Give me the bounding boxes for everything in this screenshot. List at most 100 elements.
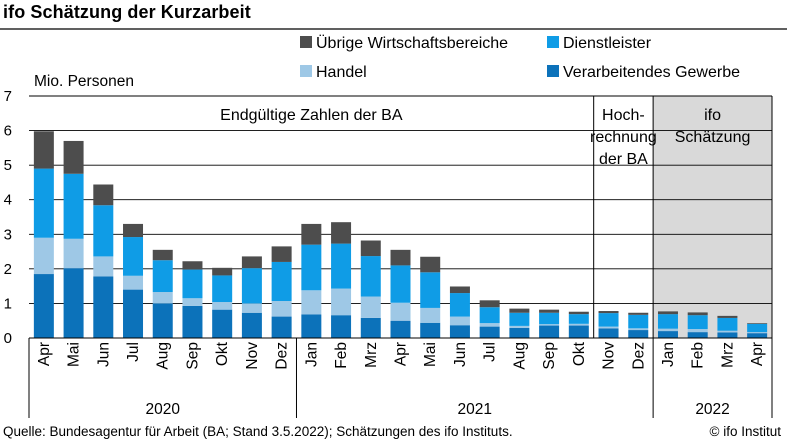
bar-segment — [271, 316, 292, 338]
x-tick-label: Mai — [422, 342, 439, 367]
x-tick-label: Apr — [36, 342, 53, 366]
legend-label: Verarbeitendes Gewerbe — [563, 64, 740, 81]
x-tick-label: Jul — [482, 342, 499, 362]
bar-segment — [331, 222, 352, 244]
y-tick-label: 4 — [4, 192, 12, 209]
year-label: 2022 — [695, 401, 729, 418]
bar-segment — [301, 290, 322, 315]
bar-segment — [182, 298, 203, 306]
bar-segment — [539, 312, 560, 325]
bar-segment — [509, 312, 530, 326]
labels-layer: 0 1 2 3 4 5 6 7 Mio. Personen 2020 2021 2022 Apr Mai J… — [4, 73, 766, 418]
x-tick-label: Feb — [333, 342, 350, 369]
bar-segment — [390, 320, 411, 338]
x-tick-label: Aug — [511, 342, 528, 370]
bar-segment — [271, 246, 292, 262]
bar-segment — [390, 302, 411, 321]
bar-segment — [687, 312, 708, 316]
bar-segment — [598, 326, 619, 329]
bar-segment — [747, 333, 768, 338]
bar-segment — [123, 289, 144, 338]
bar-segment — [420, 322, 441, 338]
bar-segment — [390, 249, 411, 266]
bar-segment — [539, 309, 560, 313]
bar-segment — [93, 205, 114, 257]
bar-segment — [598, 328, 619, 338]
x-tick-label: Dez — [274, 342, 291, 370]
bar-segment — [479, 307, 500, 324]
region-label: rechnung — [590, 129, 657, 146]
bar-segment — [628, 314, 649, 329]
bar-segment — [93, 184, 114, 206]
bar-segment — [63, 268, 84, 338]
bar-segment — [93, 276, 114, 338]
legend-swatch — [547, 65, 559, 77]
x-tick-label: Jan — [303, 342, 320, 367]
legend-swatch — [300, 65, 312, 77]
bar-segment — [420, 256, 441, 273]
bar-segment — [152, 292, 173, 304]
stacked-bar-chart: 0 1 2 3 4 5 6 7 Mio. Personen 2020 2021 2022 Apr Mai J… — [0, 28, 787, 418]
x-tick-label: Okt — [214, 341, 231, 366]
bar-segment — [182, 261, 203, 270]
bar-segment — [717, 315, 738, 318]
bar-segment — [241, 312, 262, 338]
bar-segment — [152, 249, 173, 261]
bar-segment — [747, 323, 768, 324]
copyright-note: © ifo Institut — [709, 424, 781, 439]
bar-segment — [479, 326, 500, 338]
bar-segment — [449, 293, 470, 317]
bar-segment — [93, 256, 114, 277]
bar-segment — [509, 308, 530, 313]
bar-segment — [657, 328, 678, 332]
bar-segment — [301, 244, 322, 291]
bar-segment — [123, 223, 144, 238]
bar-segment — [628, 312, 649, 315]
bar-segment — [687, 329, 708, 333]
x-tick-label: Mai — [66, 342, 83, 367]
bar-segment — [182, 269, 203, 299]
x-tick-label: Jun — [452, 342, 469, 367]
bar-segment — [717, 317, 738, 331]
bar-segment — [687, 315, 708, 330]
bar-segment — [628, 330, 649, 338]
x-tick-label: Jun — [95, 342, 112, 367]
bar-segment — [63, 140, 84, 174]
region-label: der BA — [599, 151, 648, 168]
x-tick-label: Nov — [601, 342, 618, 370]
bar-segment — [657, 331, 678, 338]
x-tick-label: Okt — [571, 341, 588, 366]
bar-segment — [360, 256, 381, 297]
region-label: ifo — [704, 107, 721, 124]
legend-label: Handel — [316, 64, 367, 81]
bar-segment — [568, 325, 589, 338]
y-tick-label: 7 — [4, 88, 12, 105]
bar-segment — [33, 274, 54, 338]
bar-segment — [123, 275, 144, 290]
bar-segment — [301, 223, 322, 245]
bar-segment — [212, 309, 233, 338]
bar-segment — [479, 323, 500, 327]
bar-segment — [360, 317, 381, 338]
bar-segment — [539, 325, 560, 338]
x-tick-label: Sep — [184, 342, 201, 370]
shade-layer — [653, 96, 772, 338]
y-tick-label: 5 — [4, 157, 12, 174]
bar-segment — [152, 260, 173, 293]
bar-segment — [717, 330, 738, 333]
x-tick-label: Jan — [660, 342, 677, 367]
bar-segment — [152, 303, 173, 338]
bar-segment — [212, 267, 233, 276]
x-tick-label: Apr — [749, 342, 766, 366]
bar-segment — [360, 240, 381, 257]
axes-layer — [28, 96, 773, 418]
bar-segment — [657, 314, 678, 329]
bar-segment — [687, 332, 708, 338]
bar-segment — [747, 332, 768, 334]
bar-segment — [271, 261, 292, 302]
bar-segment — [241, 268, 262, 304]
y-tick-label: 2 — [4, 261, 12, 278]
bar-segment — [33, 237, 54, 275]
bar-segment — [717, 332, 738, 338]
region-label: Endgültige Zahlen der BA — [220, 107, 403, 124]
